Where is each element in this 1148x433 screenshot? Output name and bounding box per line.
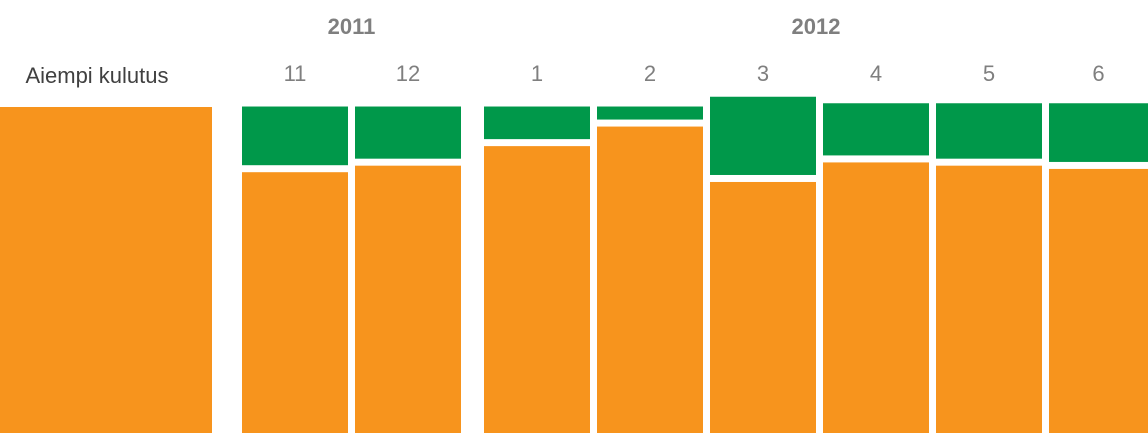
bar-extra-6 — [1049, 103, 1148, 162]
bar-extra-12 — [355, 106, 461, 159]
month-label-2: 2 — [644, 61, 656, 86]
month-label-1: 1 — [531, 61, 543, 86]
bar-base-2 — [597, 126, 703, 433]
bar-extra-1 — [484, 106, 590, 140]
bar-base-4 — [823, 162, 929, 433]
bar-base-11 — [242, 172, 348, 433]
bar-base-6 — [1049, 168, 1148, 433]
bar-base-12 — [355, 165, 461, 433]
year-label-2011: 2011 — [328, 14, 376, 39]
year-labels: 2011 2012 — [328, 14, 841, 39]
month-label-11: 11 — [284, 61, 307, 86]
bar-base-1 — [484, 146, 590, 433]
baseline-bar — [0, 107, 212, 433]
bar-base-5 — [936, 165, 1042, 433]
bars — [0, 96, 1148, 433]
bar-extra-11 — [242, 106, 348, 166]
month-label-3: 3 — [757, 61, 769, 86]
month-label-4: 4 — [870, 61, 882, 86]
year-label-2012: 2012 — [792, 14, 841, 39]
baseline-label: Aiempi kulutus — [25, 63, 168, 88]
bar-extra-5 — [936, 103, 1042, 159]
month-label-6: 6 — [1092, 61, 1104, 86]
month-labels: 11 12 1 2 3 4 5 6 — [284, 61, 1105, 86]
bar-extra-3 — [710, 96, 816, 175]
bar-extra-2 — [597, 106, 703, 120]
month-label-5: 5 — [983, 61, 995, 86]
bar-extra-4 — [823, 103, 929, 156]
bar-base-3 — [710, 181, 816, 433]
month-label-12: 12 — [396, 61, 420, 86]
